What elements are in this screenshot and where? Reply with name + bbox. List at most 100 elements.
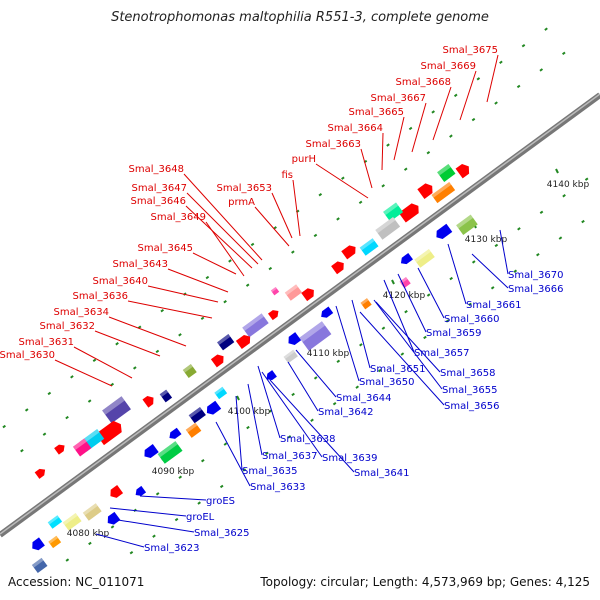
- gene-arrow-shape: [206, 400, 222, 415]
- gene-label-bottom: Smal_3660: [444, 314, 499, 325]
- gene-arrow-shape: [266, 370, 277, 381]
- gene-box-shine: [383, 202, 399, 216]
- scale-dot: [310, 418, 314, 422]
- gene-box-shape: [284, 284, 303, 301]
- gene-arrow-shape: [32, 537, 45, 551]
- gene-arrow-shape: [417, 183, 433, 199]
- scale-dot: [336, 217, 340, 221]
- scale-dot: [562, 51, 566, 56]
- scale-dot: [223, 442, 228, 446]
- scale-dot: [513, 269, 518, 273]
- gene-label-top: Smal_3631: [19, 337, 74, 348]
- scale-dot: [174, 517, 179, 522]
- label-leader-line: [351, 299, 371, 369]
- gene-box-shine: [47, 515, 59, 525]
- gene-arrow: [267, 310, 279, 321]
- gene-label-top: fis: [281, 170, 293, 181]
- gene-box-shape: [159, 389, 173, 403]
- label-leader-line: [393, 116, 405, 161]
- gene-label-bottom: Smal_3625: [194, 528, 249, 539]
- gene-box-shine: [360, 298, 369, 306]
- label-leader-line: [261, 371, 323, 458]
- scale-dot: [110, 525, 115, 529]
- scale-dot: [581, 219, 585, 224]
- scale-dot: [242, 468, 247, 472]
- gene-box-shine: [242, 313, 264, 331]
- gene-arrow: [135, 485, 147, 496]
- scale-dot: [400, 352, 405, 356]
- gene-arrow: [301, 288, 314, 302]
- gene-feature: [188, 406, 206, 424]
- gene-arrow-shape: [169, 427, 182, 439]
- scale-tick-label: 4100 kbp: [228, 407, 271, 417]
- label-leader-line: [147, 285, 219, 303]
- gene-feature: [283, 349, 298, 364]
- gene-arrow: [417, 183, 433, 199]
- gene-label-top: Smal_3665: [349, 107, 404, 118]
- scale-dot: [584, 177, 589, 181]
- scale-dot: [468, 302, 472, 307]
- scale-dot: [471, 260, 476, 264]
- gene-label-bottom: Smal_3641: [354, 468, 409, 479]
- topology-summary: Topology: circular; Length: 4,573,969 bp…: [260, 575, 590, 589]
- gene-arrow: [235, 335, 251, 349]
- gene-feature: [159, 389, 173, 403]
- gene-box-shape: [185, 422, 202, 438]
- scale-dot: [92, 358, 97, 362]
- gene-label-bottom: Smal_3661: [466, 300, 521, 311]
- scale-dot: [200, 316, 205, 320]
- gene-box-shape: [299, 321, 332, 351]
- gene-label-top: Smal_3664: [328, 123, 383, 134]
- gene-box-shine: [214, 386, 224, 395]
- label-leader-line: [375, 301, 441, 373]
- gene-arrow-shape: [288, 332, 302, 345]
- scale-dot: [471, 117, 476, 122]
- gene-label-top: Smal_3663: [306, 139, 361, 150]
- gene-arrow: [142, 395, 154, 408]
- gene-box-shape: [360, 298, 372, 310]
- gene-arrow-shape: [400, 252, 413, 265]
- label-leader-line: [499, 229, 509, 275]
- scale-dot: [336, 359, 341, 364]
- label-leader-line: [315, 163, 369, 199]
- map-title: Stenotrophomonas maltophilia R551-3, com…: [111, 10, 489, 25]
- label-leader-line: [295, 349, 337, 398]
- gene-box-shine: [217, 334, 231, 346]
- gene-label-top: Smal_3643: [113, 259, 168, 270]
- label-leader-line: [411, 102, 427, 153]
- gene-feature: [375, 217, 401, 240]
- label-leader-line: [373, 299, 443, 390]
- gene-label-top: Smal_3668: [396, 77, 451, 88]
- scale-dot: [521, 44, 526, 48]
- scale-dot: [265, 451, 269, 456]
- label-leader-line: [94, 330, 161, 357]
- gene-box-shine: [185, 422, 198, 433]
- scale-dot: [110, 382, 115, 387]
- gene-box-shape: [270, 286, 280, 296]
- gene-box-shine: [414, 248, 431, 263]
- gene-box-shine: [456, 214, 474, 229]
- gene-feature: [360, 298, 372, 310]
- gene-feature: [299, 321, 332, 351]
- scale-dot: [2, 424, 6, 429]
- label-leader-line: [257, 365, 281, 439]
- gene-arrow-shape: [135, 485, 147, 496]
- gene-label-bottom: Smal_3639: [322, 453, 377, 464]
- scale-dot: [381, 326, 386, 330]
- gene-label-top: Smal_3647: [132, 183, 187, 194]
- label-leader-line: [381, 132, 384, 171]
- gene-box-shape: [102, 396, 131, 424]
- label-leader-line: [192, 252, 237, 275]
- gene-feature: [242, 313, 269, 338]
- gene-label-top: Smal_3636: [73, 291, 128, 302]
- gene-box-shape: [62, 513, 82, 531]
- gene-arrow: [32, 537, 45, 551]
- gene-feature: [431, 182, 456, 204]
- scale-tick-label: 4080 kbp: [67, 529, 110, 539]
- gene-arrow-shape: [210, 354, 224, 368]
- gene-label-bottom: Smal_3658: [440, 368, 495, 379]
- gene-arrow-shape: [321, 306, 334, 318]
- scale-dot: [558, 236, 563, 240]
- gene-feature: [284, 284, 303, 301]
- gene-box-shape: [375, 217, 401, 240]
